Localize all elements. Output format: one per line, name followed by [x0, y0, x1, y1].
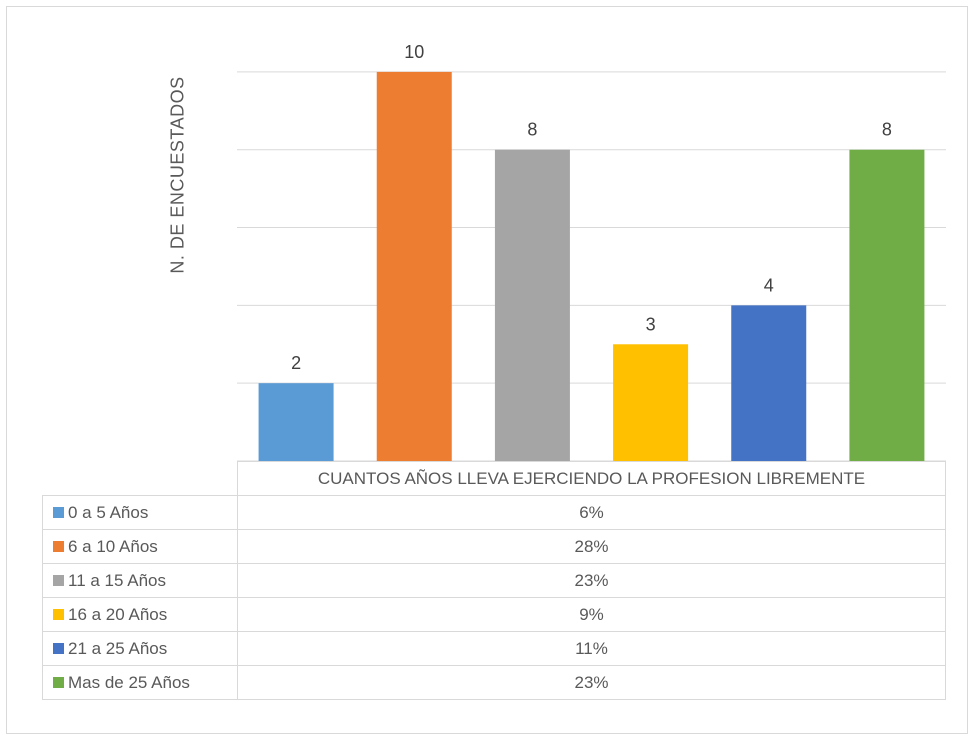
category-label: Mas de 25 Años [68, 672, 190, 692]
x-axis-label: CUANTOS AÑOS LLEVA EJERCIENDO LA PROFESI… [237, 461, 946, 496]
table-corner-cell [42, 461, 238, 496]
category-label: 6 a 10 Años [68, 536, 158, 556]
legend-entry: Mas de 25 Años [42, 665, 238, 700]
legend-swatch [53, 608, 64, 620]
percent-value: 23% [237, 563, 946, 598]
legend-swatch [53, 676, 64, 688]
table-row: 21 a 25 Años 11% [42, 631, 946, 666]
legend-entry: 0 a 5 Años [42, 495, 238, 530]
bar-5 [731, 305, 807, 461]
legend-entry: 21 a 25 Años [42, 631, 238, 666]
bar-value-label: 10 [404, 42, 424, 62]
table-row: 0 a 5 Años 6% [42, 495, 946, 530]
data-table: CUANTOS AÑOS LLEVA EJERCIENDO LA PROFESI… [42, 461, 946, 700]
legend-entry: 11 a 15 Años [42, 563, 238, 598]
legend-swatch [53, 642, 64, 654]
bar-6 [849, 149, 925, 461]
bar-value-label: 2 [291, 353, 301, 373]
table-row: Mas de 25 Años 23% [42, 665, 946, 700]
percent-value: 6% [237, 495, 946, 530]
percent-value: 28% [237, 529, 946, 564]
bar-2 [376, 71, 452, 461]
category-label: 0 a 5 Años [68, 502, 149, 522]
percent-value: 23% [237, 665, 946, 700]
category-label: 21 a 25 Años [68, 638, 168, 658]
legend-swatch [53, 574, 64, 586]
legend-swatch [53, 540, 64, 552]
category-label: 16 a 20 Años [68, 604, 168, 624]
bar-value-label: 8 [882, 120, 892, 140]
percent-value: 9% [237, 597, 946, 632]
bar-value-label: 4 [764, 275, 774, 295]
table-row: 6 a 10 Años 28% [42, 529, 946, 564]
bar-4 [613, 344, 689, 461]
category-label: 11 a 15 Años [68, 570, 166, 590]
legend-entry: 16 a 20 Años [42, 597, 238, 632]
table-row: 16 a 20 Años 9% [42, 597, 946, 632]
bar-1 [258, 383, 334, 461]
bar-value-label: 3 [646, 314, 656, 334]
legend-entry: 6 a 10 Años [42, 529, 238, 564]
percent-value: 11% [237, 631, 946, 666]
bar-value-label: 8 [527, 120, 537, 140]
table-row: 11 a 15 Años 23% [42, 563, 946, 598]
legend-swatch [53, 506, 64, 518]
bar-3 [494, 149, 570, 461]
table-header-row: CUANTOS AÑOS LLEVA EJERCIENDO LA PROFESI… [42, 461, 946, 496]
